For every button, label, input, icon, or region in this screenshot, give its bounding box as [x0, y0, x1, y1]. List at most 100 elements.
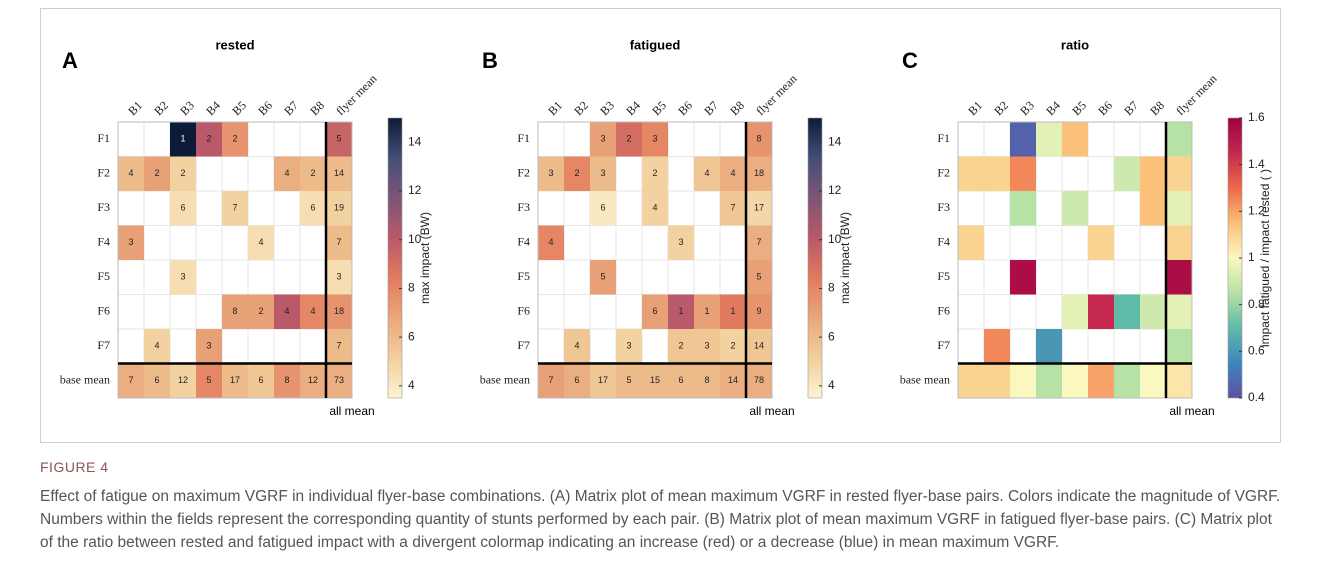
y-tick-label: F6: [937, 304, 950, 318]
x-tick-label: B8: [307, 98, 327, 118]
cell-count: 19: [334, 203, 344, 213]
colorbar-tick-label: 1.2: [1248, 204, 1265, 218]
cell: [248, 294, 274, 329]
cell: [1062, 191, 1088, 226]
colorbar-tick-label: 12: [408, 183, 422, 197]
cell-count: 3: [626, 341, 631, 351]
y-tick-label: F4: [97, 235, 110, 249]
corner-label: all mean: [1169, 404, 1214, 418]
cell-count: 8: [704, 375, 709, 385]
cell: [590, 363, 616, 398]
cell: [144, 329, 170, 364]
cell-count: 1: [730, 306, 735, 316]
colorbar-tick-label: 8: [408, 281, 415, 295]
cell: [1010, 191, 1036, 226]
cell-count: 3: [180, 272, 185, 282]
y-tick-label: F7: [97, 338, 110, 352]
cell-count: 2: [310, 168, 315, 178]
cell: [248, 363, 274, 398]
x-tick-label: flyer mean: [1173, 72, 1219, 118]
colorbar-tick-label: 4: [828, 378, 835, 392]
cell-count: 2: [678, 341, 683, 351]
x-tick-label: B8: [727, 98, 747, 118]
cell: [1166, 122, 1192, 157]
colorbar-tick-label: 0.8: [1248, 297, 1265, 311]
cell-count: 6: [678, 375, 683, 385]
chart-title: rested: [215, 37, 254, 52]
y-tick-label: F3: [97, 200, 110, 214]
cell: [1114, 156, 1140, 191]
x-tick-label: B5: [649, 98, 669, 118]
cell-count: 12: [178, 375, 188, 385]
cell: [222, 363, 248, 398]
cell: [746, 363, 772, 398]
cell: [300, 363, 326, 398]
x-tick-label: flyer mean: [753, 72, 799, 118]
cell: [668, 225, 694, 260]
cell: [1062, 294, 1088, 329]
cell-count: 2: [180, 168, 185, 178]
x-tick-label: B6: [255, 98, 275, 118]
cell: [144, 156, 170, 191]
cell: [326, 191, 352, 226]
cell-count: 5: [336, 134, 341, 144]
cell-count: 78: [754, 375, 764, 385]
corner-label: all mean: [329, 404, 374, 418]
cell-count: 2: [206, 134, 211, 144]
cell-count: 6: [154, 375, 159, 385]
cell: [326, 156, 352, 191]
cell: [222, 294, 248, 329]
y-tick-label: F5: [937, 269, 950, 283]
cell: [274, 363, 300, 398]
cell: [720, 329, 746, 364]
cell-count: 14: [334, 168, 344, 178]
cell-count: 8: [284, 375, 289, 385]
cell: [326, 294, 352, 329]
cell: [326, 329, 352, 364]
x-tick-label: B4: [623, 98, 643, 118]
y-tick-label: F7: [937, 338, 950, 352]
cell-count: 8: [756, 134, 761, 144]
cell-count: 8: [232, 306, 237, 316]
cell-count: 18: [754, 168, 764, 178]
cell: [746, 294, 772, 329]
cell-count: 17: [754, 203, 764, 213]
cell-count: 17: [230, 375, 240, 385]
cell-count: 3: [652, 134, 657, 144]
cell-count: 4: [652, 203, 657, 213]
colorbar-tick-label: 0.6: [1248, 344, 1265, 358]
cell-count: 5: [206, 375, 211, 385]
y-tick-label: F2: [97, 166, 110, 180]
cell: [720, 363, 746, 398]
cell: [1140, 294, 1166, 329]
cell-count: 3: [336, 272, 341, 282]
cell-count: 2: [574, 168, 579, 178]
cell: [274, 156, 300, 191]
cell: [958, 363, 984, 398]
x-tick-label: B7: [701, 98, 721, 118]
cell-count: 9: [756, 306, 761, 316]
cell: [1140, 156, 1166, 191]
cell: [668, 363, 694, 398]
cell-count: 6: [600, 203, 605, 213]
x-tick-label: B6: [675, 98, 695, 118]
x-tick-label: B1: [965, 98, 985, 118]
cell-count: 7: [336, 237, 341, 247]
cell: [1010, 156, 1036, 191]
cell: [326, 122, 352, 157]
cell-count: 6: [652, 306, 657, 316]
x-tick-label: B3: [597, 98, 617, 118]
cell: [564, 363, 590, 398]
cell: [958, 156, 984, 191]
cell-count: 2: [258, 306, 263, 316]
cell: [170, 122, 196, 157]
cell-count: 7: [232, 203, 237, 213]
colorbar: [807, 117, 823, 399]
cell-count: 6: [310, 203, 315, 213]
frame: [40, 8, 1281, 443]
x-tick-label: B6: [1095, 98, 1115, 118]
x-tick-label: B2: [151, 98, 171, 118]
cell-count: 15: [650, 375, 660, 385]
cell: [1062, 122, 1088, 157]
x-tick-label: B7: [1121, 98, 1141, 118]
